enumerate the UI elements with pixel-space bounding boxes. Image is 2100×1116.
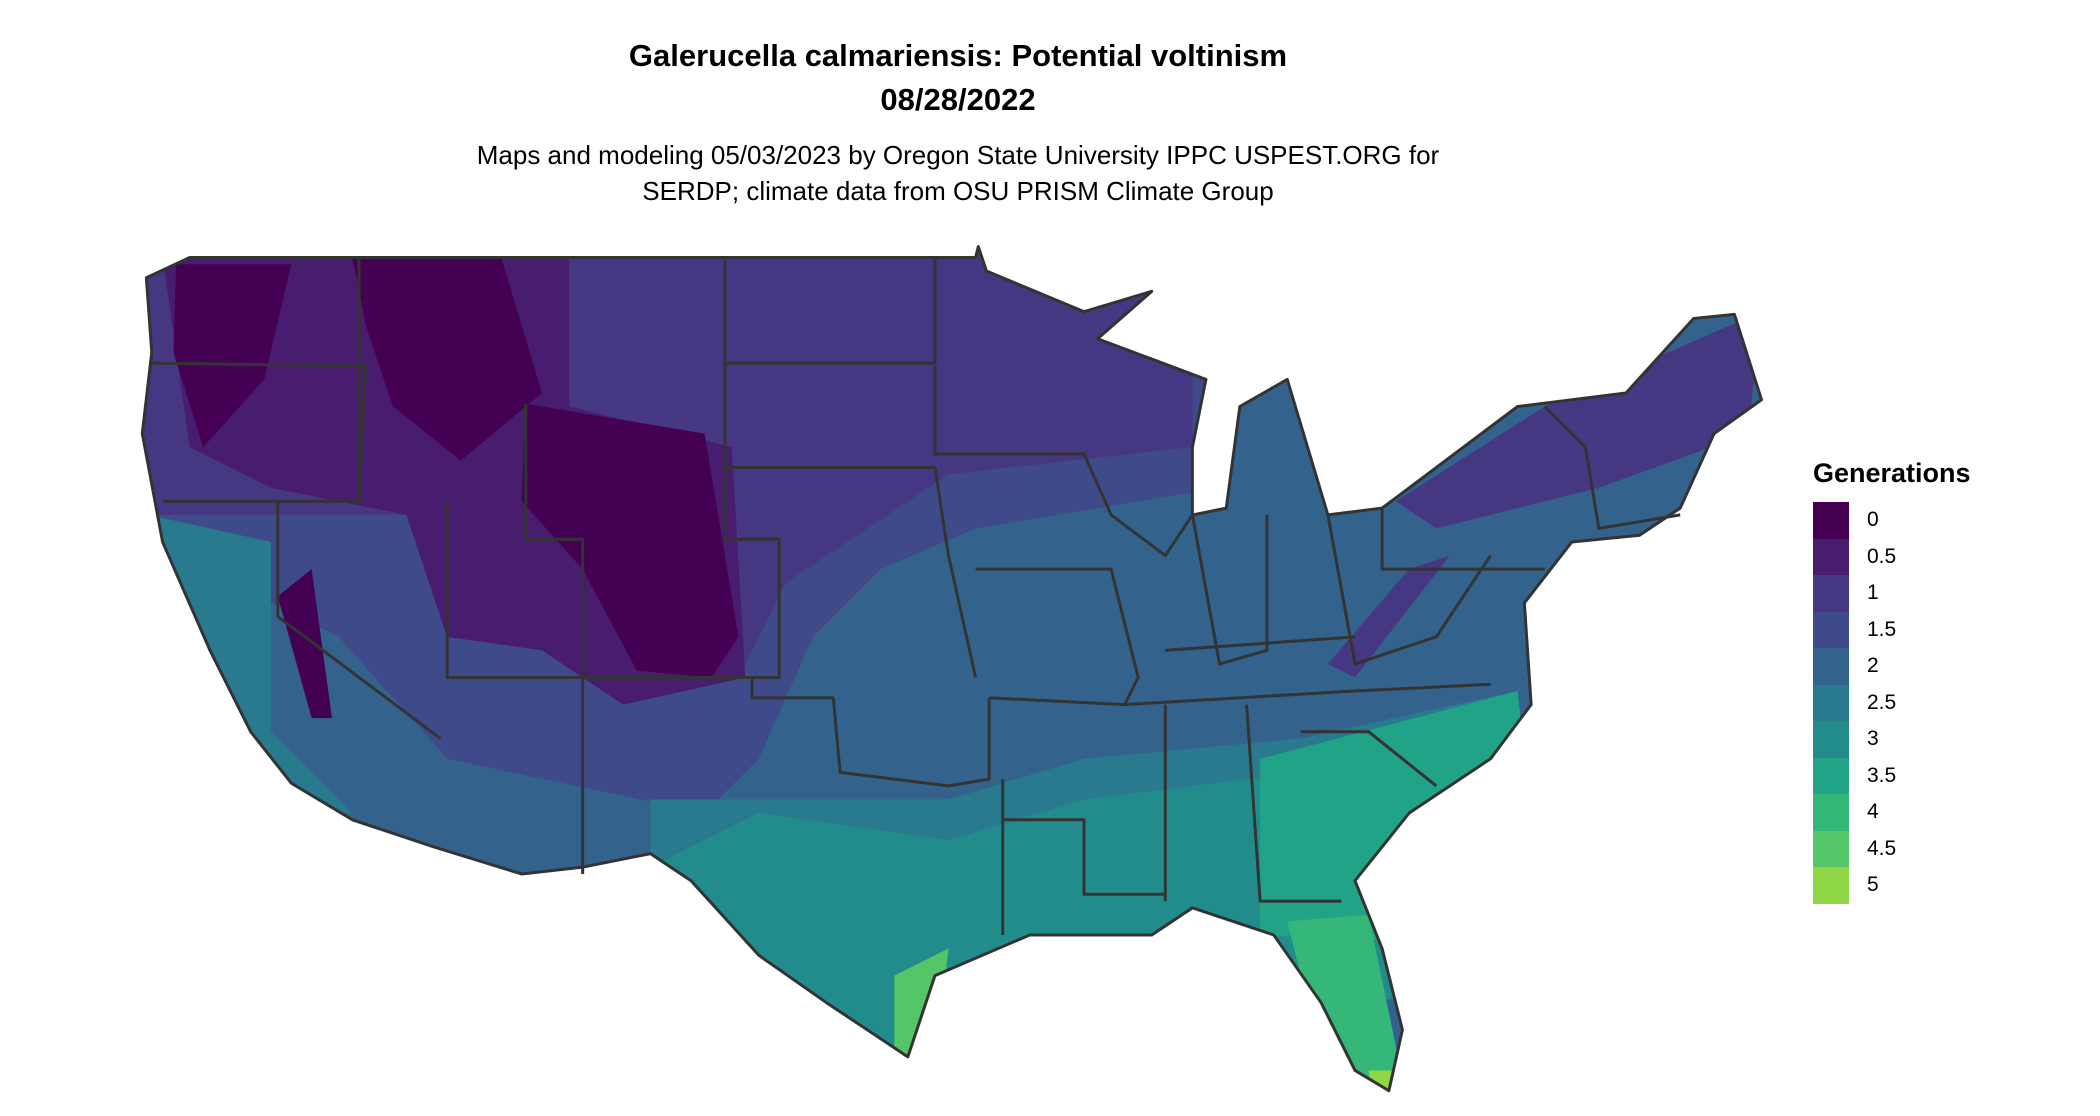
legend-item: 4.5 bbox=[1813, 830, 1897, 867]
legend-swatch bbox=[1813, 721, 1849, 758]
legend-item: 0.5 bbox=[1813, 538, 1897, 575]
legend-swatch bbox=[1813, 575, 1849, 612]
map-title: Galerucella calmariensis: Potential volt… bbox=[628, 38, 1288, 73]
legend-swatch bbox=[1813, 757, 1849, 794]
legend-item: 4 bbox=[1813, 794, 1896, 831]
map-date: 08/28/2022 bbox=[880, 82, 1036, 117]
legend-item: 1 bbox=[1813, 575, 1896, 612]
legend-item: 1.5 bbox=[1813, 611, 1897, 648]
legend-swatch bbox=[1813, 611, 1849, 648]
zone-0-generations-washington bbox=[173, 264, 292, 448]
legend-item: 0 bbox=[1813, 502, 1896, 539]
legend-swatch bbox=[1813, 830, 1849, 867]
zone-0-generations-idaho bbox=[352, 257, 542, 461]
state-borders bbox=[140, 245, 1763, 1093]
legend-swatch bbox=[1813, 648, 1849, 685]
legend-label: 2 bbox=[1867, 654, 1879, 678]
legend-label: 5 bbox=[1867, 873, 1879, 897]
legend-label: 4.5 bbox=[1867, 836, 1897, 860]
legend-swatch bbox=[1813, 684, 1849, 721]
subtitle-line-2: SERDP; climate data from OSU PRISM Clima… bbox=[642, 176, 1274, 206]
legend: 0 0.5 1 1.5 2 2.5 3 3.5 4 4.5 5 bbox=[1813, 502, 1896, 904]
legend-item: 5 bbox=[1813, 867, 1896, 904]
zone-4-generations-florida bbox=[1287, 914, 1410, 1091]
zone-1-generation-northeast bbox=[1395, 311, 1762, 529]
legend-swatch bbox=[1813, 538, 1849, 575]
zone-0-generations-sierra bbox=[277, 569, 332, 719]
legend-title: Generations bbox=[1813, 458, 1971, 488]
legend-label: 0.5 bbox=[1867, 544, 1897, 568]
legend-item: 2 bbox=[1813, 648, 1896, 685]
zone-5-generations-keys bbox=[1368, 1070, 1403, 1091]
zone-0-generations-wyoming-colorado bbox=[521, 403, 739, 678]
legend-label: 0 bbox=[1867, 508, 1879, 532]
legend-item: 3 bbox=[1813, 721, 1896, 758]
legend-item: 2.5 bbox=[1813, 684, 1897, 721]
legend-swatch bbox=[1813, 794, 1849, 831]
legend-swatch bbox=[1813, 867, 1849, 904]
subtitle-line-1: Maps and modeling 05/03/2023 by Oregon S… bbox=[476, 140, 1440, 170]
legend-label: 3.5 bbox=[1867, 763, 1897, 787]
zone-2-5-generations-west bbox=[149, 514, 353, 813]
legend-label: 3 bbox=[1867, 727, 1879, 751]
zone-1-generation-appalachia bbox=[1327, 555, 1450, 678]
legend-label: 1 bbox=[1867, 581, 1879, 605]
legend-swatch bbox=[1813, 502, 1849, 539]
legend-item: 3.5 bbox=[1813, 757, 1897, 794]
legend-label: 2.5 bbox=[1867, 690, 1897, 714]
legend-label: 4 bbox=[1867, 800, 1879, 824]
legend-label: 1.5 bbox=[1867, 617, 1897, 641]
